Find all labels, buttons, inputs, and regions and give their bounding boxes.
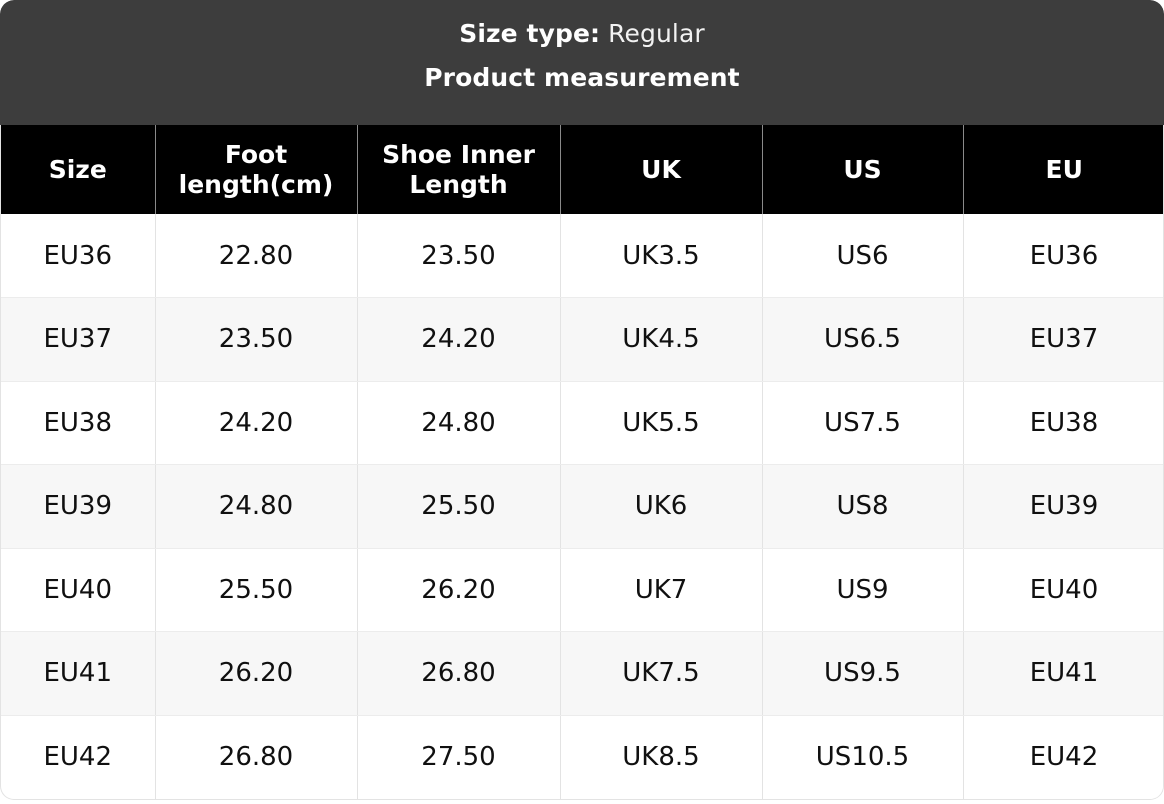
size-table: Size Foot length(cm) Shoe Inner Length U… [1,125,1163,799]
cell-foot-length: 23.50 [155,297,358,382]
cell-foot-length: 24.80 [155,464,358,549]
column-header-shoe-inner-length: Shoe Inner Length [357,125,561,214]
table-row: EU37 23.50 24.20 UK4.5 US6.5 EU37 [1,297,1163,382]
cell-us: US10.5 [762,715,964,799]
size-table-wrapper: Size Foot length(cm) Shoe Inner Length U… [0,125,1164,800]
cell-eu: EU36 [963,214,1163,298]
cell-size: EU40 [1,548,156,632]
cell-us: US9.5 [762,631,964,716]
cell-size: EU41 [1,631,156,716]
cell-shoe-inner-length: 26.20 [357,548,561,632]
cell-uk: UK5.5 [560,381,763,465]
size-type-value: Regular [608,19,705,48]
cell-shoe-inner-length: 25.50 [357,464,561,549]
cell-us: US9 [762,548,964,632]
column-header-eu: EU [1045,154,1083,184]
table-row: EU39 24.80 25.50 UK6 US8 EU39 [1,464,1163,549]
cell-foot-length: 26.80 [155,715,358,799]
table-row: EU42 26.80 27.50 UK8.5 US10.5 EU42 [1,715,1163,799]
cell-foot-length: 24.20 [155,381,358,465]
cell-us: US6.5 [762,297,964,382]
size-table-body: EU36 22.80 23.50 UK3.5 US6 EU36 EU37 23.… [1,214,1163,799]
cell-foot-length: 22.80 [155,214,358,298]
cell-uk: UK6 [560,464,763,549]
cell-shoe-inner-length: 26.80 [357,631,561,716]
cell-uk: UK7 [560,548,763,632]
column-header-uk: UK [560,125,763,214]
cell-shoe-inner-length: 24.80 [357,381,561,465]
column-header-us: US [762,125,964,214]
cell-shoe-inner-length: 24.20 [357,297,561,382]
product-measurement-title: Product measurement [424,63,740,93]
cell-foot-length: 26.20 [155,631,358,716]
table-row: EU41 26.20 26.80 UK7.5 US9.5 EU41 [1,631,1163,716]
cell-uk: UK3.5 [560,214,763,298]
cell-size: EU39 [1,464,156,549]
cell-us: US7.5 [762,381,964,465]
cell-eu: EU40 [963,548,1163,632]
cell-eu: EU42 [963,715,1163,799]
size-chart-header: Size type: Regular Product measurement [0,0,1164,125]
cell-size: EU42 [1,715,156,799]
cell-foot-length: 25.50 [155,548,358,632]
size-type-line: Size type: Regular [0,12,1164,56]
table-row: EU38 24.20 24.80 UK5.5 US7.5 EU38 [1,381,1163,465]
column-header-foot-length: Foot length(cm) [155,125,358,214]
size-type-label: Size type: [459,19,601,48]
cell-size: EU36 [1,214,156,298]
cell-size: EU38 [1,381,156,465]
table-row: EU40 25.50 26.20 UK7 US9 EU40 [1,548,1163,632]
cell-shoe-inner-length: 27.50 [357,715,561,799]
table-header-row: Size Foot length(cm) Shoe Inner Length U… [1,125,1163,214]
cell-size: EU37 [1,297,156,382]
cell-eu: EU38 [963,381,1163,465]
cell-eu: EU41 [963,631,1163,716]
cell-eu: EU37 [963,297,1163,382]
cell-uk: UK7.5 [560,631,763,716]
table-row: EU36 22.80 23.50 UK3.5 US6 EU36 [1,214,1163,298]
cell-us: US6 [762,214,964,298]
cell-us: US8 [762,464,964,549]
cell-eu: EU39 [963,464,1163,549]
column-header-size: Size [1,125,156,214]
cell-uk: UK4.5 [560,297,763,382]
size-table-head: Size Foot length(cm) Shoe Inner Length U… [1,125,1163,214]
cell-uk: UK8.5 [560,715,763,799]
cell-shoe-inner-length: 23.50 [357,214,561,298]
